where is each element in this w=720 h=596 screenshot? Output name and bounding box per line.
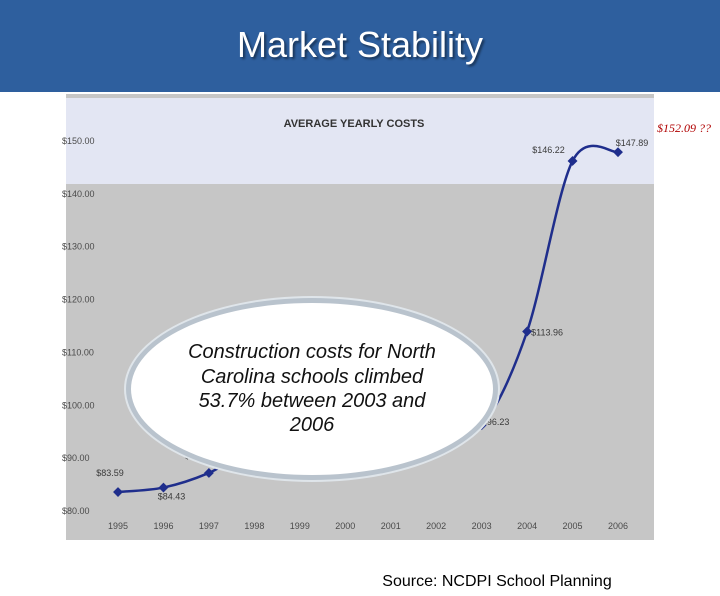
x-tick-label: 2005 (563, 521, 583, 531)
y-axis: $80.00 $90.00 $100.00 $110.00 $120.00 $130.00… (62, 136, 95, 516)
x-tick-label: 2002 (426, 521, 446, 531)
data-label: $146.22 (532, 145, 565, 155)
x-tick-label: 2004 (517, 521, 537, 531)
chart-title-band (66, 98, 654, 184)
x-tick-label: 1998 (244, 521, 264, 531)
y-tick-label: $100.00 (62, 400, 95, 410)
data-label: $83.59 (96, 468, 124, 478)
data-point (613, 147, 623, 158)
y-tick-label: $90.00 (62, 453, 90, 463)
y-tick-label: $120.00 (62, 295, 95, 305)
x-tick-label: 2001 (381, 521, 401, 531)
x-tick-label: 1996 (153, 521, 173, 531)
chart-panel: AVERAGE YEARLY COSTS $152.09 ?? $80.00 $9… (0, 92, 720, 596)
x-axis: 1995 1996 1997 1998 1999 2000 2001 2002 2003 2004… (108, 521, 628, 531)
source-note: Source: NCDPI School Planning (362, 568, 632, 596)
x-tick-label: 1995 (108, 521, 128, 531)
y-tick-label: $150.00 (62, 136, 95, 146)
chart-title: AVERAGE YEARLY COSTS (284, 118, 425, 130)
x-tick-label: 2003 (472, 521, 492, 531)
page-title: Market Stability (236, 24, 484, 65)
callout-text: Construction costs for North Carolina sc… (188, 341, 436, 437)
data-label: $147.89 (616, 138, 649, 148)
y-tick-label: $110.00 (62, 347, 94, 357)
y-tick-label: $140.00 (62, 189, 95, 199)
data-label: $84.43 (158, 492, 186, 502)
data-label: $113.96 (531, 327, 563, 337)
data-point (203, 467, 214, 478)
title-bar: Market Stability (0, 0, 720, 92)
y-tick-label: $80.00 (62, 506, 90, 516)
x-tick-label: 1997 (199, 521, 219, 531)
data-point (522, 326, 533, 337)
x-tick-label: 2006 (608, 521, 628, 531)
data-label: $96.23 (482, 417, 510, 427)
data-point (567, 156, 578, 166)
data-point (158, 482, 169, 493)
callout-bubble: Construction costs for North Carolina sc… (126, 298, 498, 480)
x-tick-label: 2000 (335, 521, 355, 531)
x-tick-label: 1999 (290, 521, 310, 531)
y-tick-label: $130.00 (62, 242, 95, 252)
overlay-label: $152.09 ?? (657, 121, 711, 135)
